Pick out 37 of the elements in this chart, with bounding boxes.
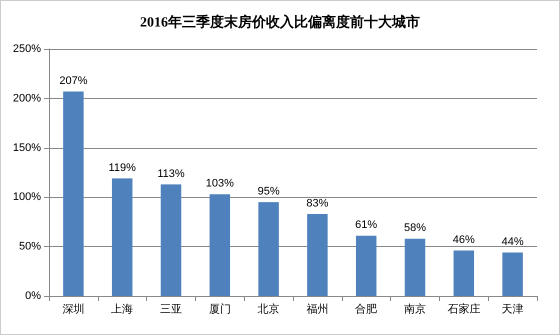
y-tick-label: 50% xyxy=(18,240,42,253)
bar xyxy=(307,214,328,296)
x-tick-label: 石家庄 xyxy=(447,302,480,316)
x-tick-label: 深圳 xyxy=(62,302,84,316)
bar xyxy=(210,194,230,296)
x-tick-label: 南京 xyxy=(404,302,426,316)
bar xyxy=(356,236,376,296)
data-label: 103% xyxy=(206,178,234,190)
x-tick-label: 合肥 xyxy=(355,302,378,316)
bar xyxy=(258,202,279,296)
data-label: 46% xyxy=(452,234,476,246)
y-tick-label: 250% xyxy=(12,43,42,55)
x-tick-label: 福州 xyxy=(306,302,328,316)
y-tick-label: 0% xyxy=(25,290,42,302)
x-tick-label: 上海 xyxy=(111,302,134,316)
data-label: 119% xyxy=(108,162,136,174)
x-tick-label: 三亚 xyxy=(160,304,182,316)
bar xyxy=(454,250,474,296)
bar xyxy=(63,91,84,296)
data-label: 58% xyxy=(404,222,426,234)
data-label: 83% xyxy=(306,197,329,210)
chart-title: 2016年三季度末房价收入比偏离度前十大城市 xyxy=(140,14,420,30)
y-tick-label: 100% xyxy=(12,191,42,204)
data-label: 61% xyxy=(355,219,378,232)
y-tick-label: 200% xyxy=(12,92,42,104)
bar xyxy=(112,178,132,296)
bar xyxy=(404,238,426,296)
x-tick-label: 天津 xyxy=(502,302,524,316)
y-tick-label: 150% xyxy=(12,142,42,154)
bar xyxy=(502,252,523,296)
data-label: 95% xyxy=(258,186,280,198)
bar xyxy=(160,184,182,296)
data-label: 207% xyxy=(59,74,88,87)
data-label: 113% xyxy=(157,168,185,180)
x-tick-label: 厦门 xyxy=(208,302,231,316)
data-label: 44% xyxy=(502,236,524,248)
x-tick-label: 北京 xyxy=(258,302,280,316)
